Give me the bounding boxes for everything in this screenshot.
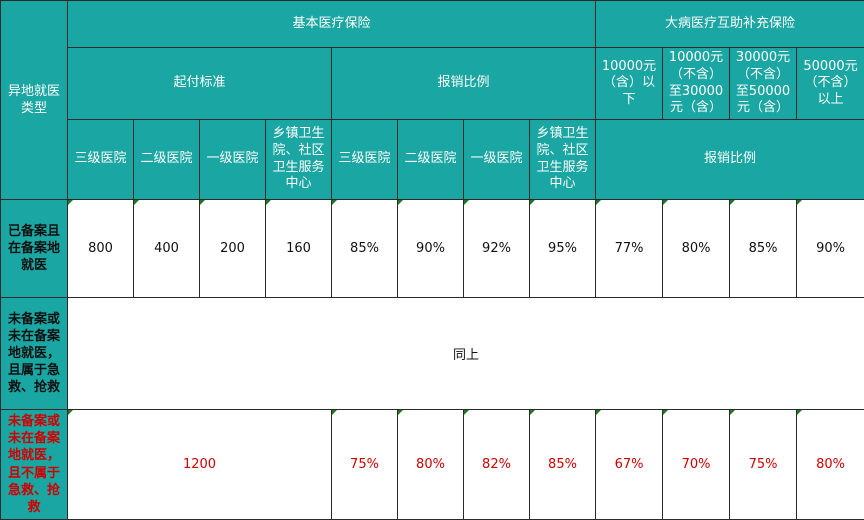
registered-threshold-l1: 200 xyxy=(199,199,266,298)
non-emergency-critical-tier-4: 80% xyxy=(796,409,864,520)
registered-critical-tier-4: 90% xyxy=(796,199,864,298)
non-emergency-ratio-l1: 82% xyxy=(463,409,530,520)
non-emergency-critical-tier-2: 70% xyxy=(662,409,731,520)
tier-2-header: 10000元（不含）至30000元（含） xyxy=(662,47,731,120)
threshold-hospital-level-3: 三级医院 xyxy=(67,119,134,200)
threshold-hospital-level-2: 二级医院 xyxy=(133,119,200,200)
ratio-community-center: 乡镇卫生院、社区卫生服务中心 xyxy=(528,119,597,200)
registered-threshold-l2: 400 xyxy=(133,199,200,298)
tier-4-header: 50000元（不含）以上 xyxy=(796,47,864,120)
row-label-registered: 已备案且在备案地就医 xyxy=(0,199,68,298)
registered-ratio-l1: 92% xyxy=(463,199,530,298)
ratio-hospital-level-3: 三级医院 xyxy=(331,119,398,200)
type-column-header: 异地就医类型 xyxy=(0,0,68,200)
basic-ratio-header: 报销比例 xyxy=(330,47,597,120)
emergency-same-as-above: 同上 xyxy=(66,297,864,410)
row-label-non-emergency: 未备案或未在备案地就医，且不属于急救、抢救 xyxy=(0,409,68,520)
tier-3-header: 30000元（不含）至50000元（含） xyxy=(729,47,798,120)
threshold-community-center: 乡镇卫生院、社区卫生服务中心 xyxy=(265,119,332,200)
non-emergency-critical-tier-1: 67% xyxy=(595,409,664,520)
threshold-hospital-level-1: 一级医院 xyxy=(199,119,266,200)
row-label-emergency: 未备案或未在备案地就医，且属于急救、抢救 xyxy=(0,297,68,410)
registered-threshold-community: 160 xyxy=(265,199,332,298)
non-emergency-critical-tier-3: 75% xyxy=(729,409,798,520)
basic-insurance-header: 基本医疗保险 xyxy=(66,0,597,48)
non-emergency-ratio-l3: 75% xyxy=(331,409,398,520)
ratio-hospital-level-1: 一级医院 xyxy=(463,119,530,200)
registered-critical-tier-1: 77% xyxy=(595,199,664,298)
registered-ratio-community: 95% xyxy=(528,199,597,298)
threshold-header: 起付标准 xyxy=(67,47,332,120)
registered-ratio-l3: 85% xyxy=(331,199,398,298)
registered-ratio-l2: 90% xyxy=(397,199,464,298)
ratio-hospital-level-2: 二级医院 xyxy=(397,119,464,200)
tier-1-header: 10000元（含）以下 xyxy=(595,47,664,120)
registered-critical-tier-3: 85% xyxy=(729,199,798,298)
non-emergency-ratio-community: 85% xyxy=(528,409,597,520)
non-emergency-ratio-l2: 80% xyxy=(397,409,464,520)
registered-threshold-l3: 800 xyxy=(67,199,134,298)
registered-critical-tier-2: 80% xyxy=(662,199,731,298)
non-emergency-threshold: 1200 xyxy=(67,409,332,520)
critical-ratio-header: 报销比例 xyxy=(595,119,864,200)
critical-insurance-header: 大病医疗互助补充保险 xyxy=(595,0,864,48)
